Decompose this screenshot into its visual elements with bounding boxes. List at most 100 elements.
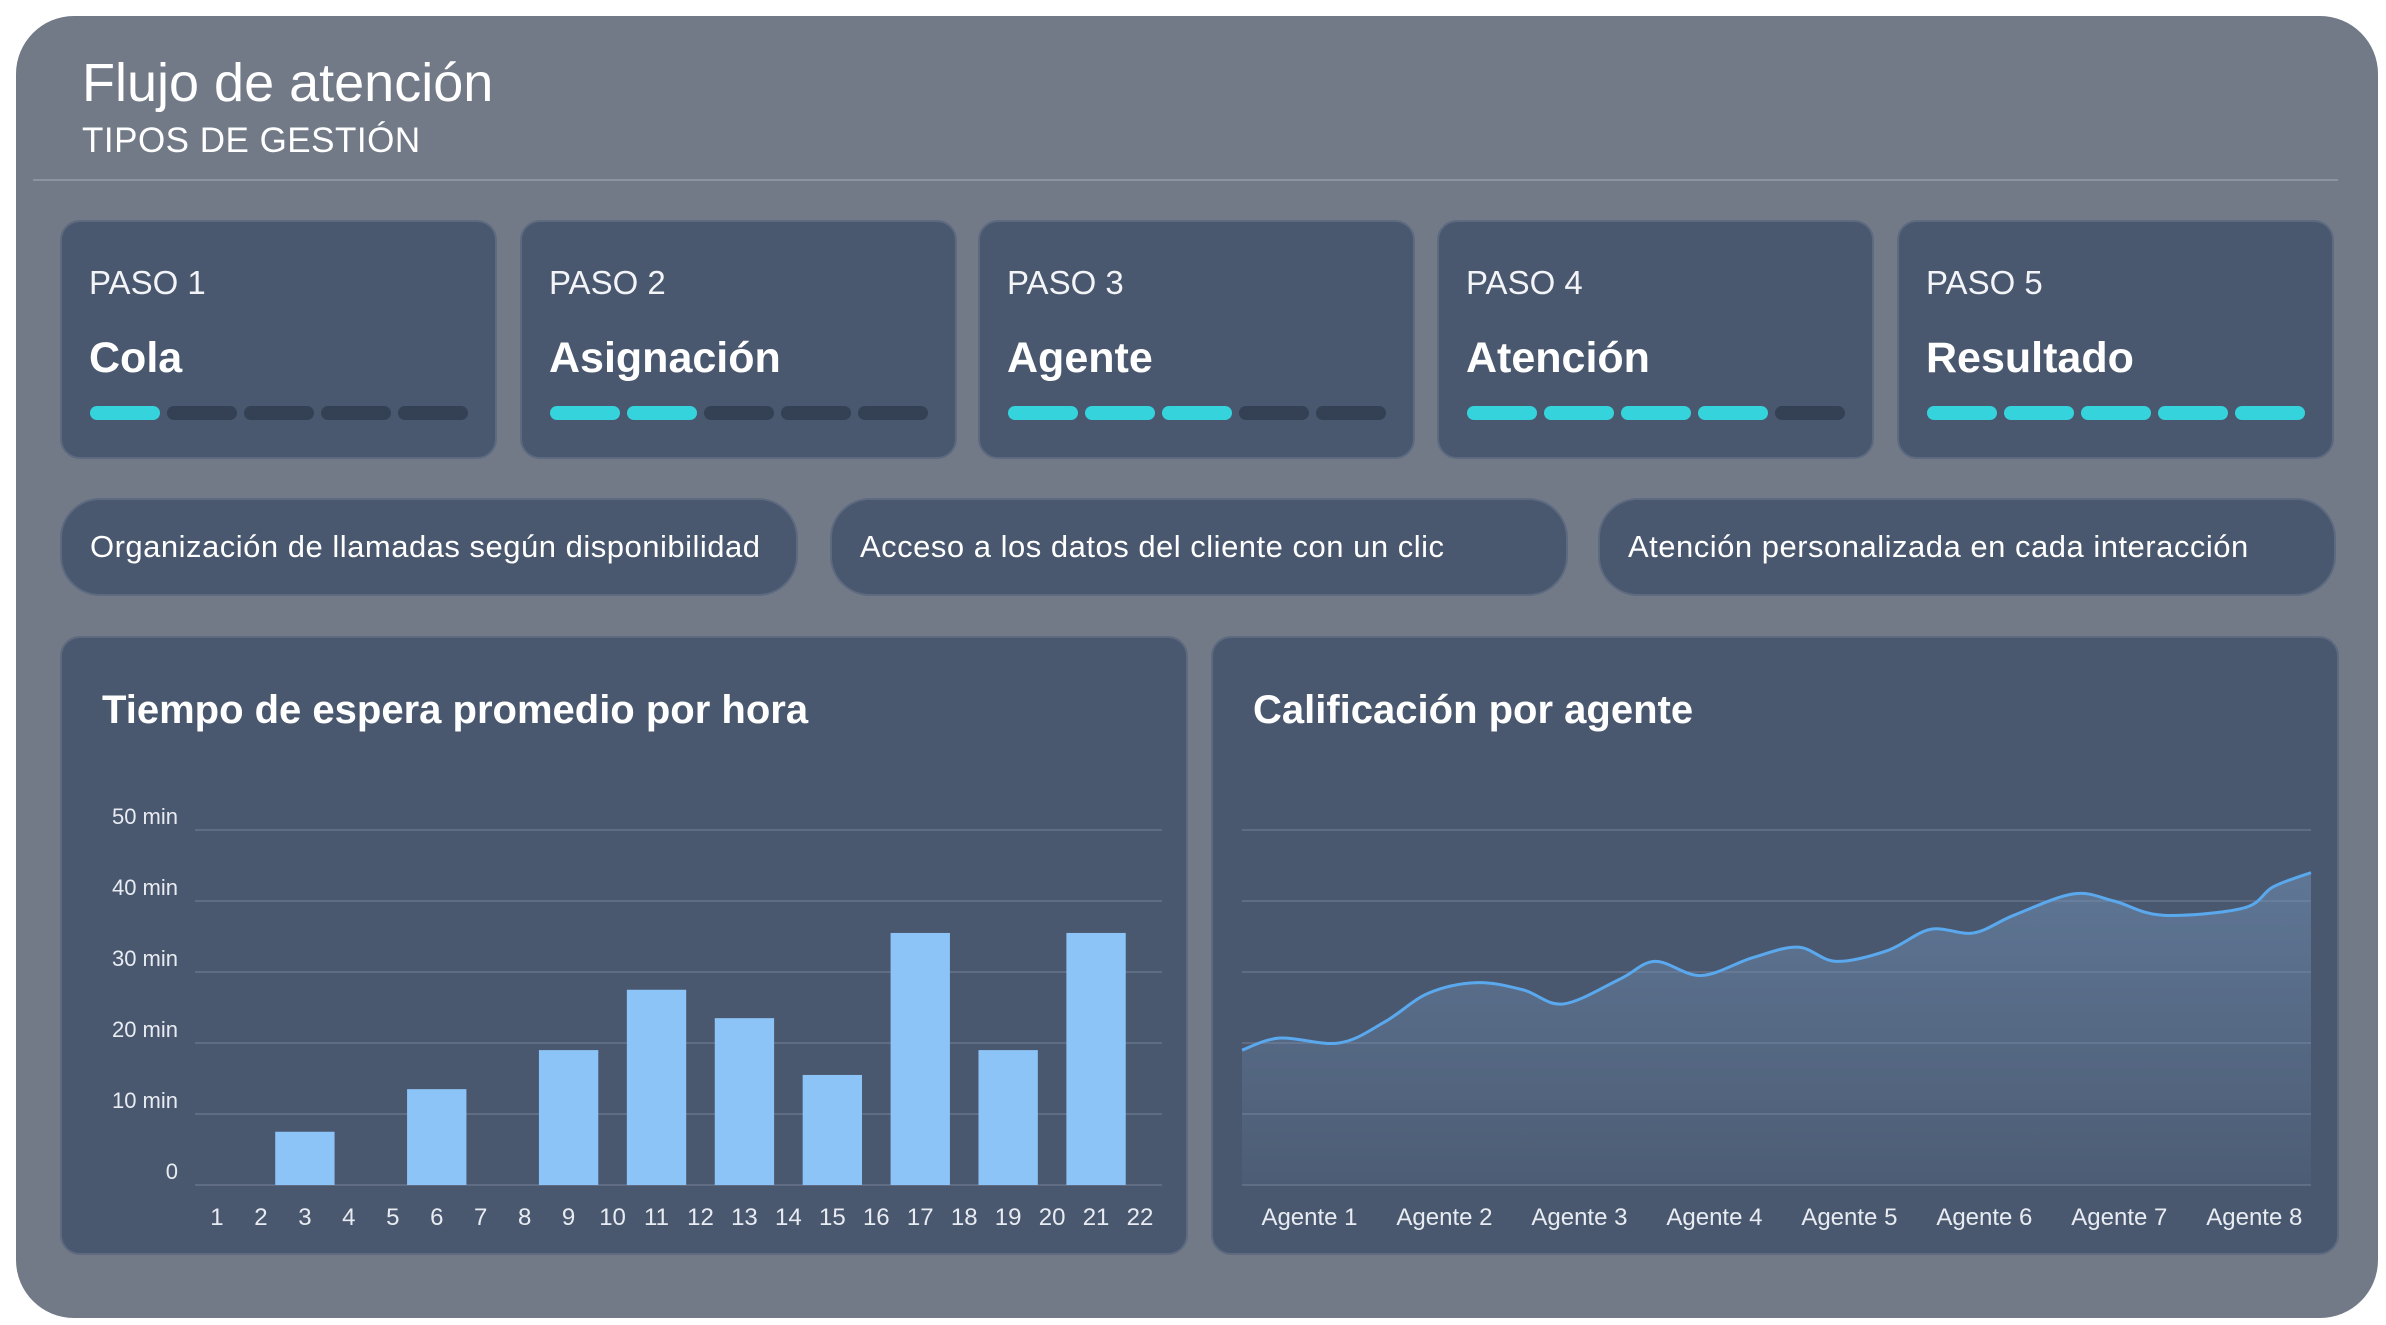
x-tick-label: Agente 4 (1666, 1204, 1762, 1231)
x-tick-label: Agente 2 (1396, 1204, 1492, 1231)
bar (275, 1131, 335, 1185)
chart-title: Tiempo de espera promedio por hora (102, 688, 809, 732)
step-card-4[interactable]: PASO 4 Atención (1437, 220, 1874, 459)
x-tick-label: 13 (731, 1204, 758, 1231)
x-tick-label: 21 (1083, 1204, 1110, 1231)
x-tick-label: 18 (951, 1204, 978, 1231)
x-tick-label: 20 (1039, 1204, 1066, 1231)
progress-segment-empty (244, 406, 314, 420)
x-tick-label: Agente 6 (1936, 1204, 2032, 1231)
progress-segment-filled (2081, 406, 2151, 420)
x-tick-label: 5 (386, 1204, 399, 1231)
bar (538, 1050, 599, 1185)
step-label: PASO 2 (549, 264, 666, 301)
step-progress (1467, 406, 1845, 420)
step-label: PASO 4 (1466, 264, 1583, 301)
header-divider (33, 179, 2338, 181)
x-tick-label: Agente 1 (1261, 1204, 1357, 1231)
x-tick-label: 8 (518, 1204, 531, 1231)
x-tick-label: Agente 5 (1801, 1204, 1897, 1231)
progress-segment-filled (1621, 406, 1691, 420)
step-progress (90, 406, 468, 420)
step-name: Resultado (1926, 334, 2134, 382)
step-card-3[interactable]: PASO 3 Agente (978, 220, 1415, 459)
x-tick-label: 7 (474, 1204, 487, 1231)
y-tick-label: 50 min (112, 804, 178, 829)
progress-segment-empty (398, 406, 468, 420)
feature-pill-2: Acceso a los datos del cliente con un cl… (830, 498, 1568, 596)
y-tick-label: 30 min (112, 946, 178, 971)
progress-segment-filled (627, 406, 697, 420)
progress-segment-filled (90, 406, 160, 420)
page-title: Flujo de atención (82, 53, 494, 113)
progress-segment-empty (167, 406, 237, 420)
step-name: Cola (89, 334, 183, 382)
step-progress (1927, 406, 2305, 420)
progress-segment-filled (1927, 406, 1997, 420)
y-tick-label: 20 min (112, 1017, 178, 1042)
step-name: Agente (1007, 334, 1153, 382)
progress-segment-filled (550, 406, 620, 420)
step-label: PASO 3 (1007, 264, 1124, 301)
feature-pill-3: Atención personalizada en cada interacci… (1598, 498, 2336, 596)
y-tick-label: 10 min (112, 1088, 178, 1113)
x-tick-label: 15 (819, 1204, 846, 1231)
progress-segment-empty (858, 406, 928, 420)
progress-segment-filled (1162, 406, 1232, 420)
step-card-2[interactable]: PASO 2 Asignación (520, 220, 957, 459)
progress-segment-filled (1467, 406, 1537, 420)
x-tick-label: Agente 8 (2206, 1204, 2302, 1231)
step-card-5[interactable]: PASO 5 Resultado (1897, 220, 2334, 459)
x-tick-label: 19 (995, 1204, 1022, 1231)
step-progress (550, 406, 928, 420)
step-name: Atención (1466, 334, 1650, 382)
x-tick-label: 17 (907, 1204, 934, 1231)
step-name: Asignación (549, 334, 781, 382)
progress-segment-filled (1008, 406, 1078, 420)
step-label: PASO 1 (89, 264, 206, 301)
x-tick-label: 6 (430, 1204, 443, 1231)
step-progress (1008, 406, 1386, 420)
step-card-1[interactable]: PASO 1 Cola (60, 220, 497, 459)
step-label: PASO 5 (1926, 264, 2043, 301)
series-line (1241, 871, 2312, 1052)
x-tick-label: 3 (298, 1204, 311, 1231)
progress-segment-empty (321, 406, 391, 420)
x-tick-label: 9 (562, 1204, 575, 1231)
progress-segment-filled (2235, 406, 2305, 420)
bar (714, 1018, 775, 1185)
progress-segment-filled (2004, 406, 2074, 420)
progress-segment-empty (704, 406, 774, 420)
bar (978, 1050, 1038, 1185)
area-fill (1242, 872, 2311, 1185)
x-tick-label: 2 (254, 1204, 267, 1231)
x-tick-label: 12 (687, 1204, 714, 1231)
bar (1066, 932, 1126, 1185)
agent-rating-chart-panel: Calificación por agente Agente 1 Agente 2… (1211, 636, 2339, 1255)
chart-title: Calificación por agente (1253, 688, 1694, 732)
progress-segment-filled (2158, 406, 2228, 420)
x-tick-label: 22 (1127, 1204, 1154, 1231)
bar (802, 1074, 863, 1185)
bar (626, 989, 687, 1185)
feature-pill-1: Organización de llamadas según disponibi… (60, 498, 798, 596)
area-chart: Agente 1 Agente 2 Agente 3 Agente 4 Agente 5… (1241, 829, 2312, 1231)
progress-segment-empty (1316, 406, 1386, 420)
x-tick-label: Agente 7 (2071, 1204, 2167, 1231)
y-tick-label: 0 (166, 1159, 178, 1184)
x-tick-label: Agente 3 (1531, 1204, 1627, 1231)
progress-segment-empty (781, 406, 851, 420)
page-subtitle: TIPOS DE GESTIÓN (82, 121, 421, 160)
x-tick-label: 10 (599, 1204, 626, 1231)
x-tick-label: 4 (342, 1204, 355, 1231)
bar (407, 1089, 467, 1185)
progress-segment-filled (1544, 406, 1614, 420)
x-tick-label: 1 (210, 1204, 223, 1231)
y-tick-label: 40 min (112, 875, 178, 900)
x-tick-label: 11 (644, 1204, 669, 1231)
wait-time-chart-panel: Tiempo de espera promedio por hora 0 10 m… (60, 636, 1188, 1255)
progress-segment-empty (1239, 406, 1309, 420)
x-tick-label: 14 (775, 1204, 802, 1231)
progress-segment-filled (1085, 406, 1155, 420)
